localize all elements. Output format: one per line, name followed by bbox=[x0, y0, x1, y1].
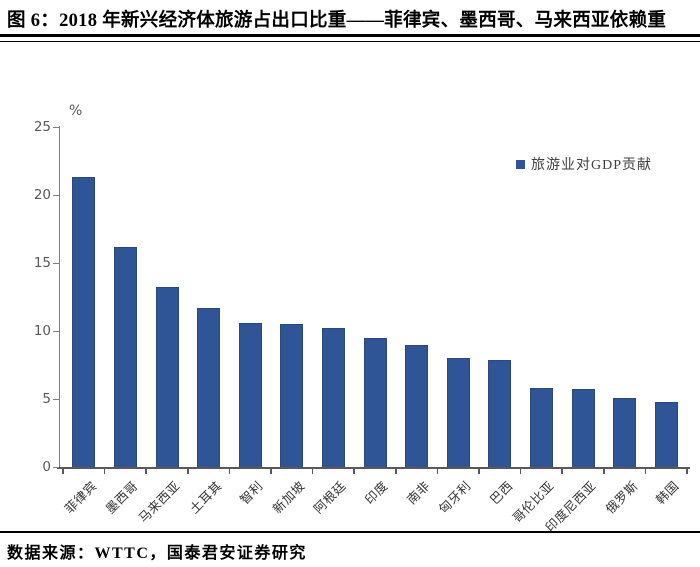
y-axis-tick bbox=[53, 126, 59, 128]
bar bbox=[405, 344, 429, 467]
x-axis-label-text: 匈牙利 bbox=[436, 478, 474, 517]
y-tick-label: 15 bbox=[33, 255, 51, 271]
bar bbox=[197, 307, 221, 467]
bar bbox=[363, 337, 387, 467]
bar bbox=[446, 358, 470, 467]
x-axis-tick bbox=[311, 469, 314, 474]
x-axis-tick bbox=[436, 469, 439, 474]
figure-title: 图 6：2018 年新兴经济体旅游占出口比重——菲律宾、墨西哥、马来西亚依赖重 bbox=[7, 11, 667, 31]
bar bbox=[238, 322, 262, 467]
bar bbox=[571, 389, 595, 467]
legend-series-label: 旅游业对GDP贡献 bbox=[531, 158, 653, 173]
y-tick-label: 5 bbox=[42, 391, 51, 407]
bar bbox=[155, 287, 179, 467]
data-source-note: 数据来源：WTTC，国泰君安证券研究 bbox=[7, 545, 307, 562]
bar bbox=[529, 388, 553, 467]
legend-swatch-icon bbox=[516, 159, 525, 169]
y-tick-label: 25 bbox=[33, 119, 51, 135]
x-axis-tick bbox=[270, 469, 272, 474]
x-axis-label-text: 土耳其 bbox=[186, 478, 225, 517]
y-axis-tick bbox=[53, 466, 59, 468]
bar bbox=[321, 328, 345, 467]
x-axis-label-text: 南非 bbox=[404, 478, 433, 508]
x-axis-tick bbox=[395, 469, 397, 474]
x-axis-tick bbox=[686, 469, 688, 474]
footer-divider-rule bbox=[0, 531, 700, 533]
x-axis-label-text: 马来西亚 bbox=[136, 478, 183, 526]
x-axis-label-text: 菲律宾 bbox=[62, 478, 100, 517]
x-axis-label-text: 智利 bbox=[237, 478, 266, 508]
y-axis-tick bbox=[53, 194, 59, 196]
chart-legend: 旅游业对GDP贡献 bbox=[516, 154, 652, 174]
bar bbox=[613, 397, 637, 467]
x-axis-tick bbox=[519, 469, 522, 474]
y-axis-tick bbox=[53, 262, 59, 264]
x-axis-tick bbox=[228, 469, 231, 474]
bar bbox=[280, 324, 304, 467]
x-axis-tick bbox=[603, 469, 605, 474]
bar bbox=[488, 359, 512, 467]
y-axis-line bbox=[58, 126, 60, 469]
x-axis-label-text: 巴西 bbox=[487, 478, 516, 508]
y-tick-label: 0 bbox=[42, 459, 51, 475]
x-axis-label-text: 印度 bbox=[362, 478, 391, 508]
x-axis-tick bbox=[561, 469, 563, 474]
x-axis-label-text: 韩国 bbox=[653, 478, 682, 508]
bar bbox=[72, 177, 96, 467]
x-axis-tick bbox=[145, 469, 147, 474]
y-axis-unit-label: % bbox=[69, 103, 83, 119]
x-axis-tick bbox=[644, 469, 647, 474]
y-axis-tick bbox=[53, 330, 59, 332]
x-axis-label-text: 俄罗斯 bbox=[602, 478, 641, 517]
x-axis-label-text: 阿根廷 bbox=[311, 478, 350, 517]
y-tick-label: 20 bbox=[33, 187, 51, 203]
y-axis-tick bbox=[53, 398, 59, 400]
bar-chart: % 旅游业对GDP贡献 0 5 10 15 20 25 菲律宾 墨西哥 马来西亚 土耳其 智利 新加… bbox=[0, 42, 700, 535]
x-axis-tick bbox=[103, 469, 106, 474]
y-tick-label: 10 bbox=[33, 323, 51, 339]
x-axis-tick bbox=[62, 469, 64, 474]
x-axis-tick bbox=[478, 469, 480, 474]
title-divider-double-rule bbox=[0, 34, 700, 42]
bar bbox=[654, 401, 678, 467]
x-axis-label-text: 新加坡 bbox=[270, 478, 308, 517]
x-axis-tick bbox=[187, 469, 189, 474]
x-axis-line bbox=[57, 467, 690, 469]
x-axis-tick bbox=[353, 469, 355, 474]
bar bbox=[113, 246, 137, 467]
